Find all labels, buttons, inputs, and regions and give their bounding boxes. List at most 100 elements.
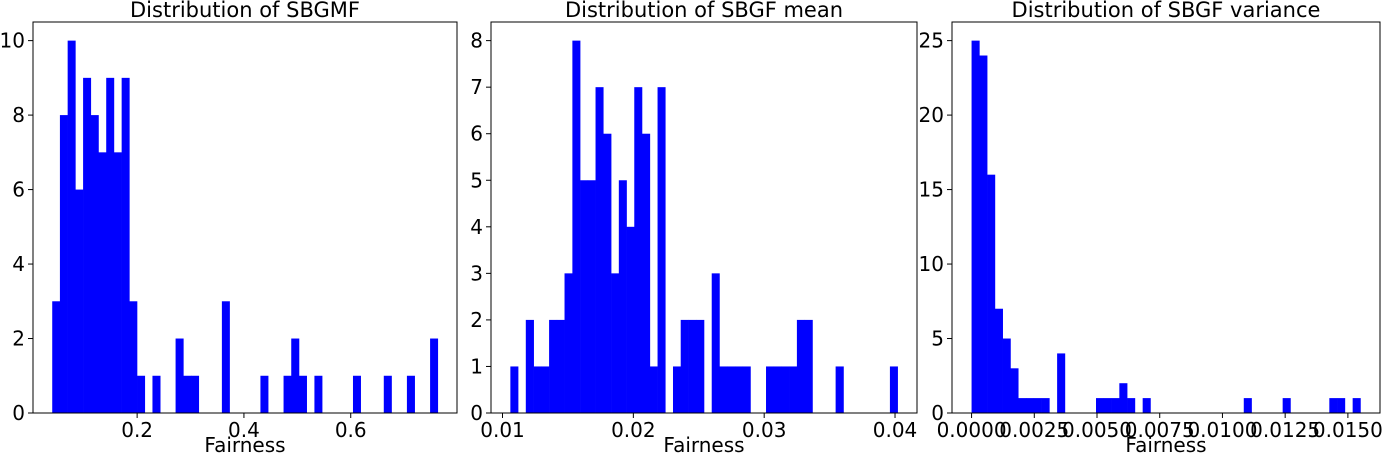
x-tick-label: 0.6 xyxy=(335,418,367,442)
histogram-bar xyxy=(260,375,269,413)
histogram-bar xyxy=(564,273,573,413)
y-tick-label: 0 xyxy=(470,401,483,425)
x-axis-label: Fairness xyxy=(663,433,744,457)
chart-title: Distribution of SBGF mean xyxy=(565,0,843,22)
histogram-bar xyxy=(90,115,99,413)
histogram-bar xyxy=(98,152,107,414)
histogram-bar xyxy=(1329,398,1338,413)
histogram-bar xyxy=(175,338,184,413)
histogram-bar xyxy=(291,338,300,413)
histogram-bar xyxy=(67,40,76,413)
histogram-bar xyxy=(1282,398,1291,413)
y-tick-label: 10 xyxy=(919,252,944,276)
histogram-bar xyxy=(742,366,751,413)
histogram-bar xyxy=(688,319,697,413)
x-tick-label: 0.02 xyxy=(611,418,656,442)
chart-title: Distribution of SBGMF xyxy=(130,0,360,22)
histogram-bar xyxy=(1127,398,1136,413)
x-axis-label: Fairness xyxy=(204,433,285,457)
histogram-bar xyxy=(1041,398,1050,413)
histogram-bar xyxy=(383,375,392,413)
histogram-bar xyxy=(618,180,627,413)
histogram-bar xyxy=(634,87,643,414)
histogram-bar xyxy=(298,375,307,413)
x-axis-label: Fairness xyxy=(1125,433,1206,457)
x-tick-label: 0.0025 xyxy=(999,418,1069,442)
histogram-bar xyxy=(1033,398,1042,413)
histogram-bar xyxy=(641,133,651,413)
y-tick-label: 5 xyxy=(470,168,483,192)
histogram-bar xyxy=(106,77,115,413)
histogram-bar xyxy=(59,115,68,413)
y-tick-label: 3 xyxy=(470,261,483,285)
histogram-bar xyxy=(510,366,519,413)
y-tick-label: 6 xyxy=(470,122,483,146)
x-tick-label: 0.0125 xyxy=(1250,418,1320,442)
histogram-bar xyxy=(711,273,720,413)
x-tick-label: 0.01 xyxy=(480,418,525,442)
histogram-bar xyxy=(283,375,292,413)
histogram-bar xyxy=(572,40,581,413)
histogram-bar xyxy=(221,301,230,413)
histogram-bar xyxy=(183,375,192,413)
histogram-bar xyxy=(580,180,589,413)
histogram-bar xyxy=(533,366,542,413)
histogram-bar xyxy=(657,87,666,414)
histogram-bar xyxy=(1119,383,1128,413)
y-tick-label: 8 xyxy=(12,103,25,127)
chart-title: Distribution of SBGF variance xyxy=(1012,0,1321,22)
histogram-bar xyxy=(680,319,689,413)
histogram-bar xyxy=(314,375,323,413)
x-tick-label: 0.2 xyxy=(121,418,153,442)
x-tick-label: 0.4 xyxy=(228,418,260,442)
x-tick-label: 0.0050 xyxy=(1062,418,1132,442)
axes-frame xyxy=(490,21,918,414)
histogram-bar xyxy=(1010,368,1019,413)
histogram-bar xyxy=(727,366,736,413)
x-tick-label: 0.0000 xyxy=(937,418,1007,442)
histogram-bar xyxy=(1103,398,1112,413)
histogram-bar xyxy=(735,366,744,413)
histogram-bar xyxy=(129,301,138,413)
histogram-bar xyxy=(1243,398,1252,413)
y-tick-label: 2 xyxy=(12,327,25,351)
histogram-bar xyxy=(719,366,728,413)
y-tick-label: 4 xyxy=(12,252,25,276)
histogram-bar xyxy=(595,87,604,414)
histogram-bar xyxy=(766,366,775,413)
histogram-bar xyxy=(121,77,130,413)
axes-frame xyxy=(32,21,458,414)
histogram-bar xyxy=(587,180,596,413)
y-tick-label: 0 xyxy=(931,401,944,425)
histogram-bar xyxy=(541,366,550,413)
y-tick-label: 10 xyxy=(0,29,25,53)
y-tick-label: 6 xyxy=(12,178,25,202)
y-tick-label: 20 xyxy=(919,103,944,127)
histogram-bar xyxy=(1111,398,1120,413)
axes-frame xyxy=(951,21,1381,414)
histogram-bar xyxy=(556,319,565,413)
histogram-bar xyxy=(696,319,705,413)
histogram-bar xyxy=(352,375,361,413)
x-tick-label: 0.04 xyxy=(873,418,918,442)
histogram-bar xyxy=(430,338,439,413)
histogram-bar xyxy=(1142,398,1151,413)
histogram-bar xyxy=(549,319,558,413)
histogram-bar xyxy=(796,319,806,413)
y-tick-label: 15 xyxy=(919,178,944,202)
y-tick-label: 5 xyxy=(931,327,944,351)
histogram-bar xyxy=(994,308,1003,413)
histogram-bar xyxy=(1096,398,1105,413)
histogram-bar xyxy=(1057,353,1066,413)
histogram-bar xyxy=(406,375,415,413)
x-tick-label: 0.03 xyxy=(742,418,787,442)
histogram-bar xyxy=(781,366,790,413)
histogram-bar xyxy=(1352,398,1361,413)
histogram-bar xyxy=(52,301,61,413)
y-tick-label: 2 xyxy=(470,308,483,332)
y-tick-label: 1 xyxy=(470,354,483,378)
histogram-bar xyxy=(611,273,620,413)
histogram-bar xyxy=(1026,398,1035,413)
y-tick-label: 7 xyxy=(470,75,483,99)
